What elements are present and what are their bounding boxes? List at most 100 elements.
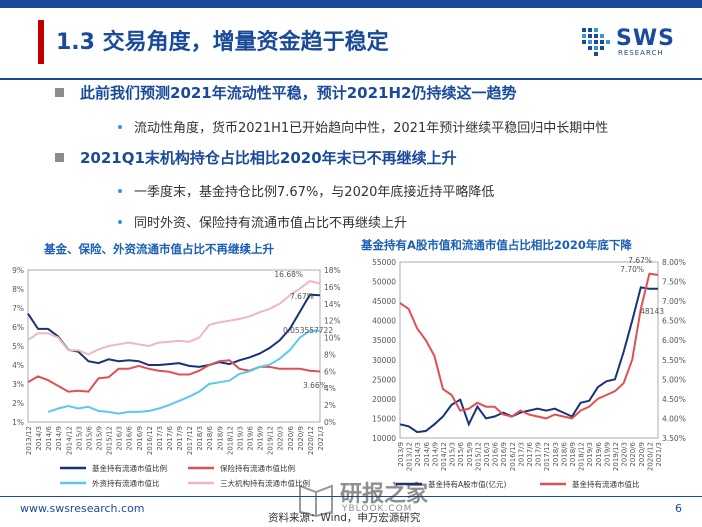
bullet-2: 流动性角度，货币2021H1已开始趋向中性，2021年预计继续平稳回归中长期中性 [134,121,609,136]
x-tick-label: 2013/9 [397,442,405,467]
y-left-tick-label: 7% [12,304,24,313]
x-tick-label: 2021/3 [317,426,325,451]
x-tick-label: 2017/12 [543,442,551,471]
y-right-tick-label: 8% [324,350,336,359]
bullet-dot [118,189,122,193]
x-tick-label: 2016/6 [492,441,500,466]
y-right-tick-label: 8.00% [662,258,686,267]
x-tick-label: 2020/6 [629,441,637,466]
x-tick-label: 2019/12 [267,426,275,455]
plot-frame [399,261,659,439]
x-tick-label: 2015/9 [95,426,103,451]
y-right-tick-label: 6.50% [662,317,686,326]
slide-title: 1.3 交易角度，增量资金趋于稳定 [56,30,389,55]
x-tick-label: 2018/6 [206,425,214,450]
x-tick-label: 2017/12 [186,426,194,455]
y-left-tick-label: 35000 [372,336,396,345]
x-tick-label: 2015/12 [474,442,482,471]
legend-label: 外资持有流通市值比 [92,478,160,488]
logo-subtext: RESEARCH [618,49,664,57]
y-right-tick-label: 2% [324,401,336,410]
sws-logo-icon [582,28,610,56]
watermark-en: YBLOOK.COM [342,504,413,514]
y-right-tick-label: 18% [324,266,341,275]
footer-rule [0,496,702,497]
x-tick-label: 2013/12 [25,426,33,455]
x-tick-label: 2018/9 [216,426,224,451]
x-tick-label: 2020/6 [287,425,295,450]
y-right-tick-label: 4% [324,384,336,393]
x-tick-label: 2015/3 [75,426,83,451]
legend-label: 基金持有流通市值比 [572,479,640,489]
title-accent [38,20,44,64]
y-right-tick-label: 4.50% [662,395,686,404]
plot-frame [27,269,321,423]
y-right-tick-label: 0% [324,418,336,427]
x-tick-label: 2020/9 [297,426,305,451]
y-right-tick-label: 6% [324,367,336,376]
x-tick-label: 2014/3 [35,426,43,451]
y-left-tick-label: 5% [12,342,24,351]
watermark: 研报之家 YBLOOK.COM [296,476,526,520]
footer-url[interactable]: www.swsresearch.com [20,502,145,515]
x-tick-label: 2019/9 [603,442,611,467]
x-tick-label: 2017/3 [156,426,164,451]
x-tick-label: 2016/9 [136,426,144,451]
x-tick-label: 2019/12 [612,442,620,471]
y-right-tick-label: 5.50% [662,356,686,365]
bullet-1: 此前我们预测2021年流动性平稳，预计2021H2仍持续这一趋势 [80,84,517,102]
series-line [27,293,321,368]
bullet-square [55,153,64,162]
x-tick-label: 2017/3 [517,442,525,467]
y-right-tick-label: 5.00% [662,375,686,384]
x-tick-label: 2016/12 [146,426,154,455]
y-right-tick-label: 14% [324,300,341,309]
x-tick-label: 2016/3 [483,442,491,467]
bullet-square [55,88,64,97]
watermark-book-icon [299,484,333,518]
y-right-tick-label: 3.50% [662,434,686,443]
x-tick-label: 2014/9 [55,426,63,451]
legend-label: 基金持有A股市值(亿元) [428,479,507,489]
x-tick-label: 2014/12 [440,442,448,471]
left-chart-title: 基金、保险、外资流通市值占比不再继续上升 [44,242,274,256]
right-chart: 10000 15000 20000 25000 30000 35000 40000 45000… [372,256,686,489]
x-tick-label: 2021/3 [655,442,663,467]
data-label: 48143 [640,307,664,316]
bullet-3: 2021Q1末机构持仓占比相比2020年末已不再继续上升 [80,149,457,167]
legend-label: 基金持有流通市值比例 [92,463,167,473]
x-tick-label: 2019/3 [586,442,594,467]
x-tick-label: 2018/12 [578,442,586,471]
bullet-4: 一季度末，基金持仓比例7.67%，与2020年底接近持平略降低 [134,185,495,200]
y-left-tick-label: 10000 [372,434,396,443]
data-label: 7.70% [620,265,644,274]
data-label: 7.67% [290,292,314,301]
data-label: 7.67% [628,256,652,265]
series-line [47,329,320,415]
x-tick-label: 2018/3 [552,442,560,467]
x-tick-label: 2015/3 [449,442,457,467]
series-line [27,280,321,356]
x-tick-label: 2014/3 [414,442,422,467]
y-left-tick-label: 45000 [372,297,396,306]
y-left-tick-label: 25000 [372,375,396,384]
x-tick-label: 2014/6 [45,425,53,450]
x-tick-label: 2016/3 [116,426,124,451]
y-right-tick-label: 7.00% [662,297,686,306]
title-row: 1.3 交易角度，增量资金趋于稳定 SWS RESEARCH [0,8,702,80]
x-tick-label: 2013/12 [406,442,414,471]
source-note: 资料来源：Wind，申万宏源研究 [268,512,421,524]
data-label: 0.053557722 [283,326,333,335]
y-left-tick-label: 55000 [372,258,396,267]
x-tick-label: 2015/9 [466,442,474,467]
y-left-tick-label: 1% [12,418,24,427]
logo-text: SWS [616,26,675,51]
x-tick-label: 2018/12 [226,426,234,455]
x-tick-label: 2015/6 [457,441,465,466]
y-left-tick-label: 20000 [372,395,396,404]
x-tick-label: 2018/6 [560,441,568,466]
y-left-tick-label: 6% [12,323,24,332]
series-line [399,272,659,420]
x-tick-label: 2015/12 [106,426,114,455]
right-chart-title: 基金持有A股市值和流通市值占比相比2020年底下降 [361,238,632,252]
